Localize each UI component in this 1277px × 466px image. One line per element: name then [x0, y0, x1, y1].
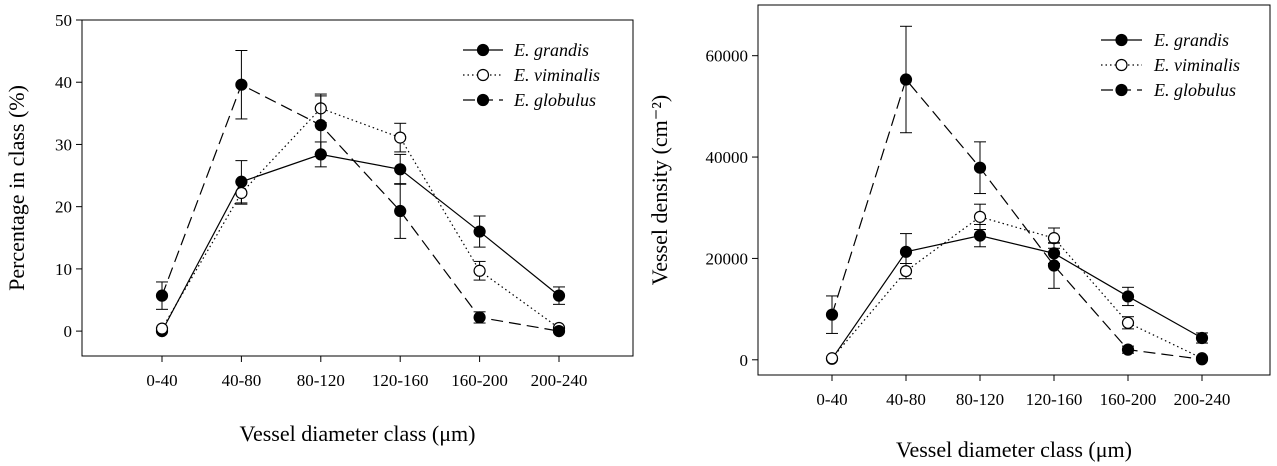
right-plot-frame: [757, 4, 1271, 376]
right-legend-marker: [1115, 58, 1128, 72]
right-x-tick-label: 200-240: [1174, 390, 1231, 409]
left-legend-label: E. viminalis: [513, 65, 600, 85]
right-legend-label: E. viminalis: [1153, 55, 1240, 75]
right-x-tick-label: 40-80: [886, 390, 926, 409]
right-data-point: [899, 245, 913, 258]
right-data-point: [973, 229, 987, 242]
left-data-point: [235, 78, 248, 91]
left-data-point: [473, 311, 486, 324]
left-data-point: [394, 163, 407, 176]
right-data-point: [899, 73, 913, 86]
right-series-line: [831, 78, 1203, 360]
right-data-point: [1121, 343, 1135, 356]
left-data-point: [552, 289, 566, 302]
right-data-point: [973, 161, 987, 174]
right-y-tick-label: 40000: [706, 148, 749, 167]
left-data-point: [394, 204, 407, 218]
right-data-point: [825, 352, 839, 365]
left-series-line: [161, 153, 560, 332]
right-x-axis-label: Vessel diameter class (μm): [896, 437, 1132, 462]
right-x-tick-label: 120-160: [1026, 390, 1083, 409]
left-legend-label: E. globulus: [513, 90, 596, 110]
left-y-tick-label: 0: [64, 322, 73, 341]
right-legend-marker: [1115, 83, 1128, 97]
right-x-tick-label: 80-120: [956, 390, 1004, 409]
right-data-point: [1047, 259, 1061, 272]
left-x-tick-label: 80-120: [297, 371, 345, 390]
left-data-point: [314, 119, 327, 132]
right-series-line: [831, 216, 1203, 359]
left-data-point: [473, 264, 486, 277]
right-y-tick-label: 20000: [706, 249, 749, 268]
left-legend-label: E. grandis: [513, 40, 589, 60]
chart-right: 0 20000 40000 60000 0-40 40-80 80-120 120-160 16…: [640, 0, 1277, 466]
chart-left: 0 10 20 30 40 50 0-40 40-80 80-120 120-160 160-200…: [4, 11, 634, 446]
left-data-point: [394, 131, 407, 144]
right-legend-label: E. globulus: [1153, 80, 1236, 100]
left-x-tick-label: 200-240: [531, 371, 588, 390]
right-data-point: [1195, 353, 1209, 366]
left-x-tick-label: 160-200: [451, 371, 508, 390]
right-y-tick-label: 0: [740, 351, 749, 370]
left-series-line: [161, 83, 560, 332]
left-plot-frame: [81, 19, 634, 357]
left-data-point: [473, 225, 486, 238]
right-legend-label: E. grandis: [1153, 30, 1229, 50]
left-y-tick-label: 40: [55, 73, 72, 92]
chart-right-svg: 0 20000 40000 60000 0-40 40-80 80-120 120-160 16…: [647, 4, 1271, 462]
left-y-axis-label: Percentage in class (%): [4, 85, 29, 291]
left-data-point: [155, 322, 169, 335]
left-legend-marker: [476, 68, 490, 82]
left-x-tick-label: 0-40: [146, 371, 177, 390]
right-data-point: [1121, 316, 1135, 329]
right-series-line: [831, 235, 1203, 360]
right-x-tick-label: 0-40: [816, 390, 847, 409]
right-data-point: [1195, 331, 1209, 345]
left-x-tick-label: 40-80: [222, 371, 262, 390]
left-y-tick-label: 50: [55, 11, 72, 30]
left-data-point: [155, 289, 169, 302]
right-data-point: [1047, 232, 1061, 245]
left-series-line: [161, 107, 560, 329]
left-y-tick-label: 30: [55, 135, 72, 154]
left-y-tick-label: 20: [55, 198, 72, 217]
right-data-point: [973, 210, 987, 223]
left-data-point: [235, 186, 248, 200]
left-legend-marker: [476, 93, 490, 107]
right-data-point: [1121, 290, 1135, 303]
left-data-point: [552, 325, 566, 338]
left-x-axis-label: Vessel diameter class (μm): [240, 421, 476, 446]
right-data-point: [899, 264, 913, 278]
right-y-axis-label: Vessel density (cm⁻²): [647, 95, 672, 286]
left-legend-marker: [476, 43, 490, 57]
left-x-tick-label: 120-160: [372, 371, 429, 390]
right-data-point: [825, 308, 839, 321]
right-legend-marker: [1115, 33, 1128, 47]
chart-left-svg: 0 10 20 30 40 50 0-40 40-80 80-120 120-160 160-200…: [4, 11, 634, 446]
right-x-tick-label: 160-200: [1100, 390, 1157, 409]
left-y-tick-label: 10: [55, 260, 72, 279]
right-y-tick-label: 60000: [706, 47, 749, 66]
